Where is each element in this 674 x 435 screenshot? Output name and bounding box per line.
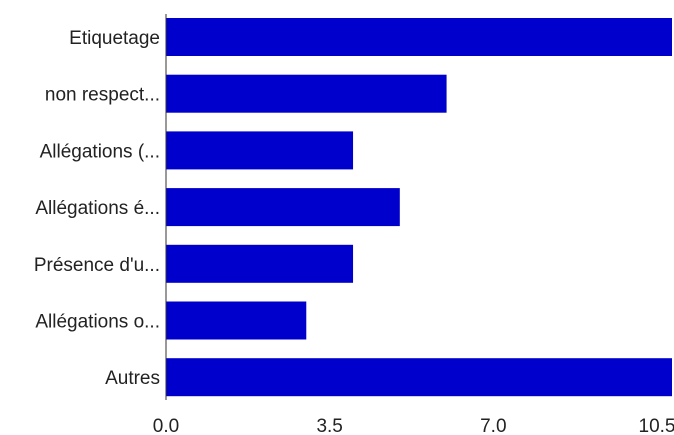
x-tick-label-1: 3.5 bbox=[316, 416, 342, 435]
category-label-6: Autres bbox=[105, 368, 160, 389]
bar-6 bbox=[166, 358, 672, 397]
x-tick-label-0: 0.0 bbox=[153, 416, 179, 435]
bar-1 bbox=[166, 74, 447, 113]
x-axis-ticks: 0.0 3.5 7.0 10.5 bbox=[153, 416, 674, 435]
bar-5 bbox=[166, 301, 307, 340]
category-labels: Etiquetage non respect... Allégations (...… bbox=[34, 28, 160, 389]
bars-layer bbox=[166, 18, 672, 397]
category-label-3: Allégations é... bbox=[35, 198, 160, 219]
category-label-0: Etiquetage bbox=[69, 28, 160, 49]
bar-3 bbox=[166, 188, 400, 227]
bar-0 bbox=[166, 18, 672, 56]
bar-4 bbox=[166, 244, 354, 283]
x-tick-label-2: 7.0 bbox=[480, 416, 506, 435]
x-tick-label-3: 10.5 bbox=[639, 416, 674, 435]
category-label-1: non respect... bbox=[45, 85, 160, 106]
category-label-5: Allégations o... bbox=[35, 312, 160, 333]
bar-2 bbox=[166, 131, 354, 170]
category-label-2: Allégations (... bbox=[40, 141, 160, 162]
category-label-4: Présence d'u... bbox=[34, 255, 160, 276]
